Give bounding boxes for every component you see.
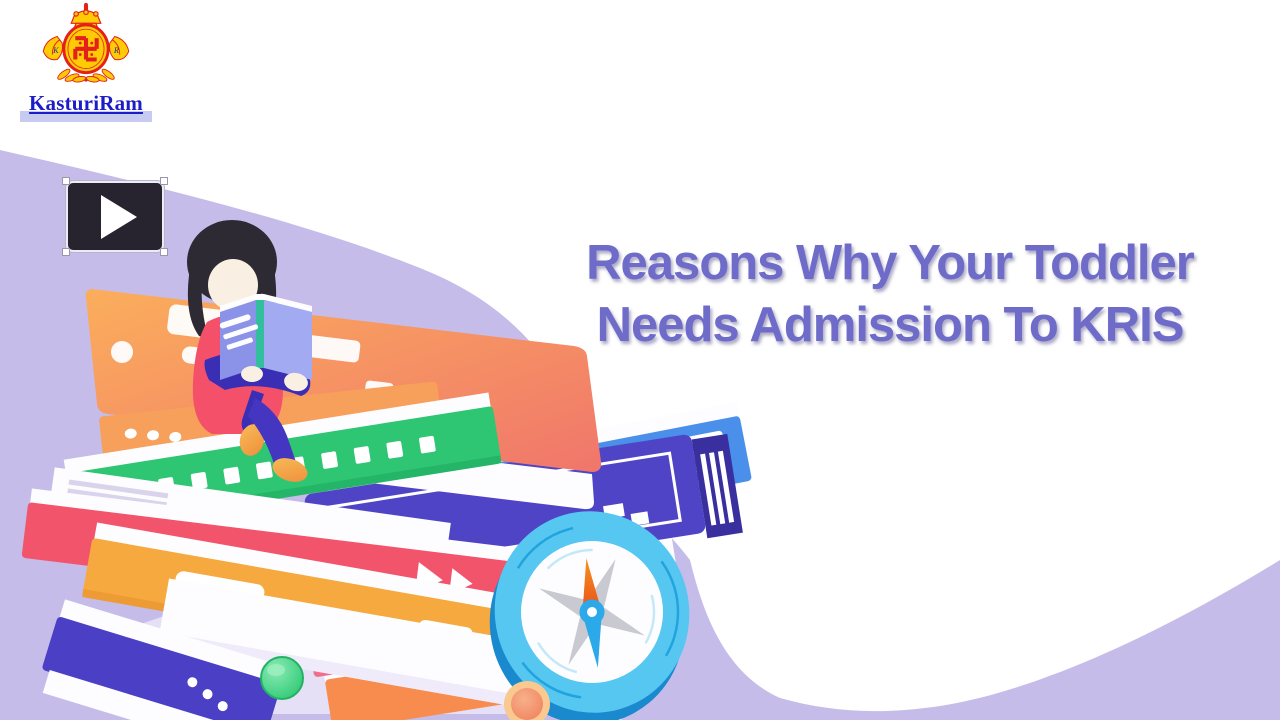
girl-hand-2 — [284, 372, 308, 392]
compass-icon — [489, 511, 690, 720]
reading-girl — [187, 220, 312, 482]
girl-shoe-1 — [239, 424, 265, 456]
play-icon — [101, 194, 137, 239]
school-logo: K R — [18, 2, 154, 124]
slide-title: Reasons Why Your Toddler Needs Admission… — [545, 232, 1235, 356]
brand-name: KasturiRam — [29, 91, 143, 115]
left-initial: K — [52, 46, 59, 55]
video-play-button[interactable] — [62, 177, 168, 256]
green-ball — [260, 656, 304, 700]
open-book — [219, 294, 312, 380]
title-line-2: Needs Admission To KRIS — [596, 298, 1185, 352]
swastika-icon — [73, 36, 99, 62]
book-purple-dots — [42, 599, 285, 720]
selection-handle[interactable] — [160, 248, 168, 256]
selection-handle[interactable] — [62, 248, 70, 256]
girl-hand-1 — [241, 366, 263, 382]
selection-handle[interactable] — [62, 177, 70, 185]
left-wing — [42, 35, 63, 61]
brand-underline-bar — [20, 111, 152, 122]
right-initial: R — [113, 46, 119, 55]
selection-handle[interactable] — [160, 177, 168, 185]
school-emblem: K R — [42, 2, 130, 83]
title-line-1: Reasons Why Your Toddler — [586, 236, 1195, 290]
leaf-garland — [57, 68, 115, 83]
right-wing — [109, 35, 130, 61]
peach-ball — [504, 681, 550, 720]
girl-shoe-2 — [272, 458, 308, 482]
